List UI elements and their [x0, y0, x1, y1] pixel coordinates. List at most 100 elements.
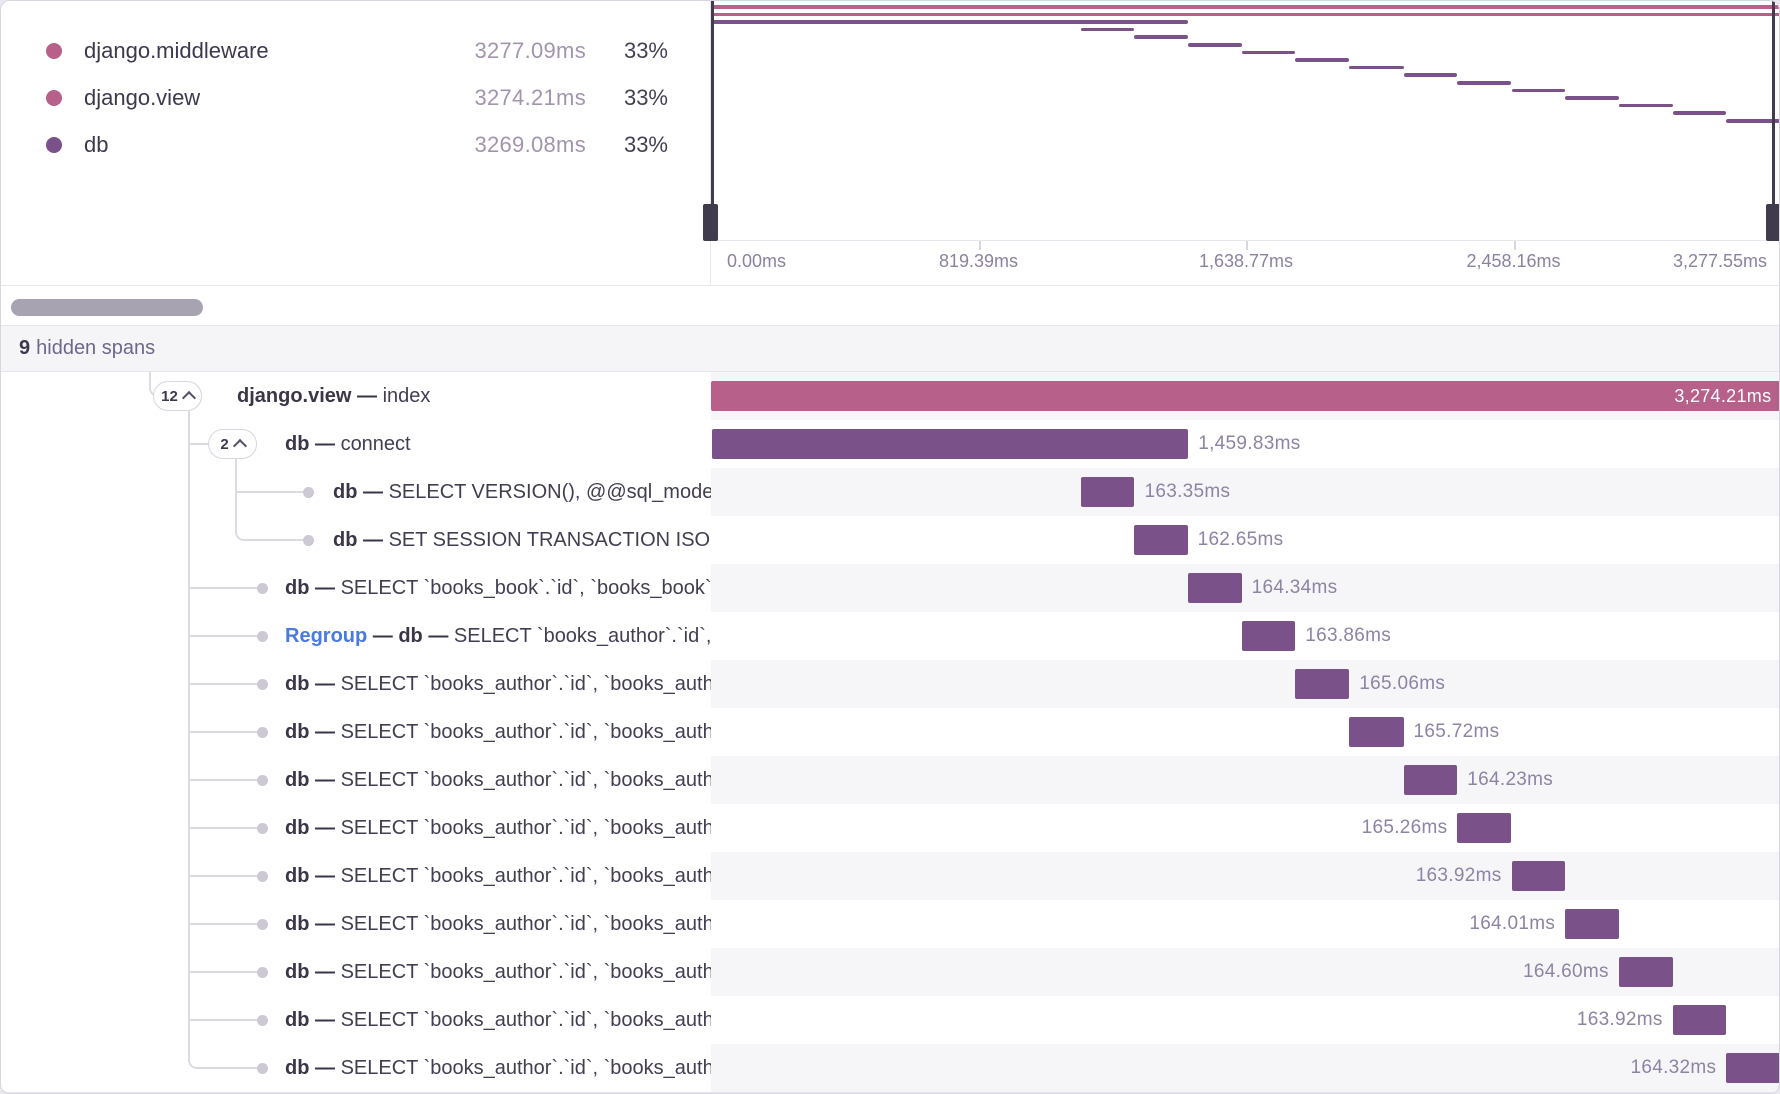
span-bar[interactable]	[1618, 957, 1673, 987]
legend-item-django-view[interactable]: django.view 3274.21ms 33%	[31, 74, 668, 121]
waterfall-row	[711, 1044, 1779, 1092]
minimap-span	[1349, 65, 1404, 70]
span-bar[interactable]	[1349, 717, 1404, 747]
span-bullet-icon	[257, 919, 268, 930]
span-bar[interactable]	[1081, 477, 1135, 507]
span-bullet-icon	[257, 823, 268, 834]
span-label-part: SELECT `books_author`.`id`, `books_autho…	[340, 961, 711, 983]
span-row-label[interactable]: db — SELECT `books_author`.`id`, `books_…	[285, 1044, 711, 1092]
span-bar[interactable]	[1511, 861, 1566, 891]
tree-connector	[188, 875, 262, 877]
span-duration-label: 164.32ms	[1630, 1057, 1717, 1078]
trace-minimap[interactable]	[703, 1, 1779, 241]
span-bullet-icon	[257, 679, 268, 690]
span-row-label[interactable]: db — SELECT `books_author`.`id`, `books_…	[285, 948, 711, 996]
time-axis: 0.00ms 819.39ms 1,638.77ms 2,458.16ms 3,277.…	[711, 241, 1779, 286]
span-bar[interactable]	[1726, 1053, 1779, 1083]
brush-handle-left-grip[interactable]	[703, 204, 718, 241]
span-duration-label: 163.92ms	[1576, 1009, 1663, 1030]
span-label-part: —	[309, 721, 341, 743]
span-row-label[interactable]: db — SELECT `books_author`.`id`, `books_…	[285, 900, 711, 948]
legend-item-django-middleware[interactable]: django.middleware 3277.09ms 33%	[31, 27, 668, 74]
span-bar[interactable]	[711, 429, 1189, 459]
span-bar[interactable]	[1403, 765, 1458, 795]
minimap-span	[1565, 96, 1619, 100]
brush-handle-right-grip[interactable]	[1766, 204, 1779, 241]
span-duration-label: 165.26ms	[1361, 817, 1448, 838]
span-row-label[interactable]: db — SELECT `books_author`.`id`, `books_…	[285, 708, 711, 756]
legend-percent: 33%	[623, 131, 668, 157]
scrollbar-track	[1, 286, 1779, 326]
legend-item-db[interactable]: db 3269.08ms 33%	[31, 121, 668, 168]
span-bullet-icon	[257, 1015, 268, 1026]
brush-handle-right[interactable]	[1772, 1, 1775, 241]
span-label-part: db	[333, 481, 358, 503]
span-row-label[interactable]: db — SELECT VERSION(), @@sql_mode	[333, 468, 711, 516]
span-bar[interactable]	[1565, 909, 1619, 939]
collapse-badge[interactable]: 2	[208, 429, 257, 459]
tree-connector	[188, 1019, 262, 1021]
span-duration-label: 163.86ms	[1305, 625, 1392, 646]
span-label-part: db	[285, 1009, 310, 1031]
tree-connector	[235, 491, 308, 493]
minimap-span	[1672, 111, 1727, 115]
span-duration-label: 163.92ms	[1415, 865, 1502, 886]
span-label-part: —	[309, 817, 341, 839]
axis-tick	[978, 241, 981, 250]
tree-connector	[188, 635, 262, 637]
minimap-span	[1726, 119, 1779, 123]
span-bar[interactable]	[1187, 573, 1242, 603]
span-bar[interactable]: 3,274.21ms	[711, 381, 1779, 411]
span-label-part: —	[367, 625, 399, 647]
span-bar[interactable]	[1134, 525, 1188, 555]
span-row-label[interactable]: db — connect	[285, 420, 711, 468]
brush-handle-left[interactable]	[711, 1, 714, 241]
span-bar[interactable]	[1672, 1005, 1727, 1035]
hidden-spans-row[interactable]: 9 hidden spans	[1, 326, 1779, 372]
scrollbar-thumb[interactable]	[11, 299, 203, 316]
regroup-link[interactable]: Regroup	[285, 625, 368, 647]
tree-connector	[188, 731, 262, 733]
span-row-label[interactable]: django.view — index	[237, 372, 711, 420]
legend-dot-icon	[46, 42, 62, 59]
waterfall-row	[711, 564, 1779, 612]
span-bar[interactable]	[1457, 813, 1512, 843]
span-row-label[interactable]: db — SELECT `books_author`.`id`, `books_…	[285, 804, 711, 852]
legend-name: db	[84, 131, 109, 157]
span-label-part: db	[285, 961, 310, 983]
divider	[1, 285, 1779, 287]
span-label-part: SELECT `books_author`.`id`, `books_autho…	[453, 625, 711, 647]
minimap-span	[1511, 88, 1566, 93]
axis-tick	[1246, 241, 1248, 250]
axis-label: 3,277.55ms	[1672, 251, 1767, 271]
span-label-part: —	[357, 529, 389, 551]
waterfall-row	[711, 660, 1779, 708]
span-bullet-icon	[257, 871, 268, 882]
span-label-part: —	[309, 433, 341, 455]
span-row-label[interactable]: db — SELECT `books_author`.`id`, `books_…	[285, 756, 711, 804]
span-row-label[interactable]: db — SELECT `books_author`.`id`, `books_…	[285, 996, 711, 1044]
waterfall-row	[711, 852, 1779, 900]
waterfall-row	[711, 708, 1779, 756]
tree-connector	[188, 443, 208, 445]
span-bullet-icon	[257, 727, 268, 738]
divider	[1, 1092, 1779, 1093]
legend-duration: 3274.21ms	[474, 84, 586, 110]
span-row-label[interactable]: db — SELECT `books_book`.`id`, `books_bo…	[285, 564, 711, 612]
tree-connector	[188, 587, 262, 589]
span-row-label[interactable]: db — SELECT `books_author`.`id`, `books_…	[285, 852, 711, 900]
span-bar[interactable]	[1295, 669, 1350, 699]
axis-label: 819.39ms	[938, 251, 1019, 271]
span-duration-label: 163.35ms	[1144, 481, 1231, 502]
span-bar[interactable]	[1241, 621, 1296, 651]
span-row-label[interactable]: db — SELECT `books_author`.`id`, `books_…	[285, 660, 711, 708]
tree-connector	[188, 411, 190, 1059]
waterfall-row	[711, 756, 1779, 804]
span-rows-area: 3,274.21ms 1,459.83ms 163.35ms 162.65ms 164.…	[1, 372, 1779, 1092]
collapse-badge[interactable]: 12	[153, 381, 202, 411]
waterfall-panel: 3,274.21ms 1,459.83ms 163.35ms 162.65ms 164.…	[711, 372, 1779, 1092]
span-row-label[interactable]: Regroup — db — SELECT `books_author`.`id…	[285, 612, 711, 660]
span-label-part: —	[309, 961, 341, 983]
span-row-label[interactable]: db — SET SESSION TRANSACTION ISOLATION	[333, 516, 711, 564]
tree-connector	[188, 779, 262, 781]
